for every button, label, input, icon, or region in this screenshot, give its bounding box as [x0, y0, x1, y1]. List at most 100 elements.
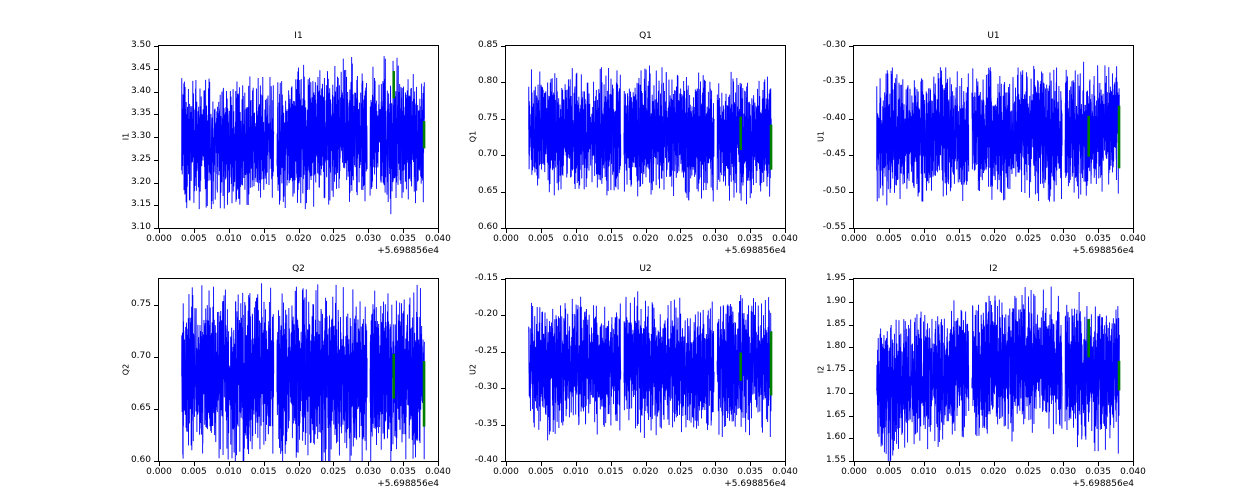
y-tickmark	[501, 82, 505, 84]
x-tickmark	[750, 229, 752, 233]
x-tickmark	[228, 462, 230, 466]
data-trace-u1	[877, 62, 1120, 206]
x-tick-label: 0.010	[215, 234, 242, 244]
x-tickmark	[888, 229, 890, 233]
y-tick-label: 0.70	[130, 351, 151, 361]
x-tick-label: 0.005	[875, 234, 902, 244]
y-tickmark	[501, 228, 505, 229]
x-tickmark	[680, 462, 682, 466]
x-tickmark	[1063, 462, 1065, 466]
y-tick-label: 1.80	[825, 341, 846, 352]
x-tick-label: 0.010	[910, 467, 937, 477]
y-tick-label: 3.10	[130, 222, 151, 232]
x-tickmark	[438, 462, 439, 466]
x-tickmark	[1098, 229, 1100, 233]
x-tick-label: 0.000	[841, 467, 867, 477]
x-tickmark	[715, 229, 717, 233]
y-tick-label: 0.65	[130, 403, 151, 413]
y-tick-label: 3.15	[130, 199, 151, 210]
y-tick-label: 1.70	[825, 386, 846, 397]
x-tickmark	[958, 462, 960, 466]
y-tick-label: -0.35	[822, 76, 846, 87]
y-tick-label: 0.75	[130, 299, 151, 309]
x-tick-label: 0.025	[667, 234, 694, 244]
y-tickmark	[154, 46, 158, 47]
y-tickmark	[154, 91, 158, 93]
y-tickmark	[849, 191, 853, 193]
x-tick-label: 0.020	[285, 467, 312, 477]
y-tick-label: -0.20	[474, 309, 498, 320]
x-tick-label: 0.000	[146, 467, 172, 477]
axes-q2	[158, 278, 439, 462]
y-tick-label: -0.50	[822, 185, 846, 196]
x-tick-label: 0.020	[285, 234, 312, 244]
y-tickmark	[154, 182, 158, 184]
x-tickmark	[1098, 462, 1100, 466]
x-tickmark	[540, 462, 542, 466]
x-axis-offset-label: +5.698856e4	[724, 479, 786, 489]
axes-i2	[853, 278, 1134, 462]
x-tick-label: 0.010	[910, 234, 937, 244]
y-tickmark	[154, 159, 158, 161]
x-tick-label: 0.005	[527, 234, 554, 244]
panel-title-i1: I1	[294, 31, 303, 41]
x-tick-label: 0.005	[527, 467, 554, 477]
y-tickmark	[849, 370, 853, 371]
y-tick-label: -0.15	[474, 273, 498, 283]
x-tick-label: 0.030	[702, 467, 729, 477]
y-tick-label: 0.70	[477, 149, 498, 160]
y-tick-label: 1.90	[825, 295, 846, 306]
x-tick-label: 0.040	[772, 234, 798, 244]
x-tick-label: 0.010	[215, 467, 242, 477]
x-tickmark	[575, 462, 577, 466]
x-tick-label: 0.005	[875, 467, 902, 477]
data-trace-q2	[182, 283, 425, 461]
x-tick-label: 0.010	[562, 467, 589, 477]
y-tickmark	[154, 461, 158, 462]
y-tickmark	[154, 68, 158, 70]
x-tick-label: 0.035	[1085, 234, 1111, 244]
y-tick-label: -0.25	[474, 345, 498, 356]
y-tickmark	[154, 409, 158, 410]
x-tickmark	[193, 462, 195, 466]
y-tick-label: -0.40	[822, 112, 846, 123]
y-tick-label: 1.55	[825, 455, 846, 465]
y-tickmark	[849, 301, 853, 303]
x-tick-label: 0.000	[841, 234, 867, 244]
y-tickmark	[501, 279, 505, 280]
x-tick-label: 0.035	[390, 234, 416, 244]
x-tickmark	[193, 229, 195, 233]
y-tickmark	[501, 388, 505, 390]
x-axis-offset-label: +5.698856e4	[724, 246, 786, 256]
x-tickmark	[610, 229, 612, 233]
y-tick-label: 3.35	[130, 108, 151, 119]
x-tick-label: 0.035	[737, 234, 763, 244]
y-tickmark	[154, 205, 158, 207]
x-tickmark	[298, 462, 300, 466]
x-tickmark	[368, 229, 370, 233]
y-axis-label-u2: U2	[468, 364, 478, 375]
y-tickmark	[154, 114, 158, 116]
x-tick-label: 0.040	[425, 234, 451, 244]
y-tick-label: 3.20	[130, 176, 151, 187]
x-axis-offset-label: +5.698856e4	[377, 479, 439, 489]
y-tick-label: 3.30	[130, 131, 151, 141]
y-axis-label-i1: I1	[121, 132, 131, 141]
x-axis-offset-label: +5.698856e4	[1072, 479, 1134, 489]
y-tick-label: 3.50	[130, 40, 151, 50]
x-tick-label: 0.015	[945, 467, 972, 477]
x-tickmark	[228, 229, 230, 233]
y-tickmark	[849, 279, 853, 280]
x-tickmark	[993, 462, 995, 466]
y-tickmark	[849, 438, 853, 440]
x-tick-label: 0.025	[1015, 467, 1042, 477]
y-tickmark	[849, 82, 853, 84]
x-tickmark	[506, 229, 507, 233]
y-tickmark	[501, 424, 505, 426]
x-tick-label: 0.020	[632, 234, 659, 244]
x-tickmark	[854, 229, 855, 233]
